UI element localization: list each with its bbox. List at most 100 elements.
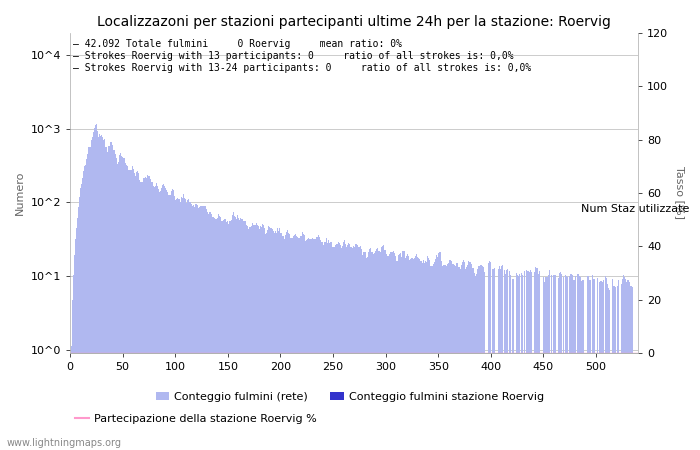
Bar (339, 243, 340, 450)
Bar (336, 244, 337, 450)
Bar (256, 223, 257, 450)
Bar (200, 206, 201, 450)
Bar (314, 239, 315, 450)
Bar (463, 260, 464, 450)
Bar (160, 191, 161, 450)
Bar (338, 242, 339, 450)
Bar (370, 248, 372, 450)
Bar (399, 253, 400, 450)
Bar (144, 178, 146, 450)
Bar (460, 269, 461, 450)
Bar (136, 172, 137, 450)
Bar (353, 246, 354, 450)
Bar (337, 243, 338, 450)
Bar (265, 234, 266, 450)
Bar (274, 231, 276, 450)
Bar (548, 275, 550, 450)
Bar (587, 275, 588, 450)
Bar (328, 240, 330, 450)
Text: Num Staz utilizzate: Num Staz utilizzate (581, 204, 690, 214)
Bar (500, 269, 501, 450)
Bar (600, 280, 601, 450)
Bar (196, 204, 197, 450)
Title: Localizzazoni per stazioni partecipanti ultime 24h per la stazione: Roervig: Localizzazoni per stazioni partecipanti … (97, 15, 611, 29)
Bar (608, 288, 609, 450)
Bar (531, 272, 533, 450)
Bar (246, 225, 247, 450)
Bar (202, 206, 203, 450)
Bar (216, 219, 217, 450)
Bar (582, 280, 583, 450)
Bar (479, 266, 480, 450)
Bar (512, 279, 514, 450)
Bar (567, 277, 568, 450)
Bar (304, 235, 305, 450)
Bar (321, 242, 322, 450)
Text: www.lightningmaps.org: www.lightningmaps.org (7, 437, 122, 447)
Bar (623, 275, 624, 450)
Bar (71, 301, 73, 450)
Bar (315, 238, 316, 450)
Partecipazione della stazione Roervig % (498, 350, 507, 356)
Bar (99, 134, 100, 450)
Bar (426, 262, 427, 450)
Bar (173, 189, 174, 450)
Bar (301, 236, 302, 450)
Bar (324, 243, 326, 450)
Bar (257, 225, 258, 450)
Bar (177, 198, 178, 450)
Bar (504, 270, 505, 450)
Bar (546, 277, 547, 450)
Bar (592, 275, 594, 450)
Bar (539, 271, 540, 450)
Bar (438, 253, 439, 450)
Bar (283, 235, 284, 450)
Bar (462, 262, 463, 450)
Bar (421, 261, 422, 450)
Bar (433, 262, 435, 450)
Bar (319, 237, 320, 450)
Bar (480, 266, 481, 450)
Bar (108, 146, 109, 450)
Bar (224, 220, 225, 450)
Bar (295, 236, 297, 450)
Bar (205, 207, 206, 450)
Bar (416, 257, 418, 450)
Bar (100, 135, 101, 450)
Bar (427, 256, 428, 450)
Bar (322, 242, 323, 450)
Bar (199, 207, 200, 450)
Bar (529, 272, 531, 450)
Bar (150, 181, 152, 450)
Bar (443, 265, 444, 450)
Bar (258, 226, 259, 450)
Bar (297, 237, 298, 450)
Bar (303, 234, 304, 450)
Bar (510, 274, 512, 450)
Bar (81, 184, 82, 450)
Bar (309, 239, 311, 450)
Bar (625, 279, 626, 450)
Bar (448, 263, 449, 450)
Bar (418, 258, 419, 450)
Bar (558, 278, 559, 450)
Bar (85, 165, 86, 450)
Bar (226, 222, 228, 450)
Bar (288, 233, 289, 450)
Bar (354, 247, 355, 450)
Bar (588, 275, 589, 450)
Bar (423, 260, 424, 450)
Bar (323, 244, 324, 450)
Bar (376, 248, 377, 450)
Bar (437, 257, 438, 450)
Bar (628, 280, 629, 450)
Bar (545, 277, 546, 450)
Bar (107, 152, 108, 450)
Bar (222, 221, 223, 450)
Bar (272, 231, 274, 450)
Bar (209, 212, 211, 450)
Bar (543, 277, 544, 450)
Bar (522, 274, 523, 450)
Bar (182, 198, 183, 450)
Bar (318, 235, 319, 450)
